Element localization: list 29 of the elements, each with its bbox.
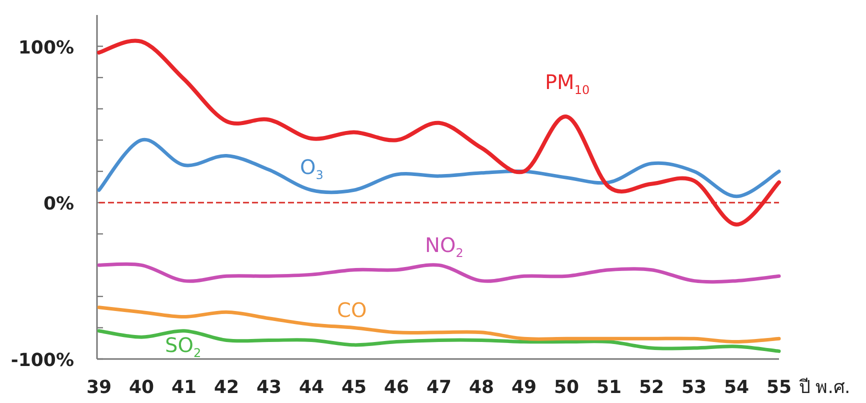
x-tick-label: 52 (638, 377, 664, 398)
x-tick-label: 41 (171, 377, 197, 398)
line-series (97, 262, 781, 284)
x-tick-label: 54 (724, 377, 750, 398)
x-tick-label: 53 (681, 377, 707, 398)
x-tick-label: 49 (511, 377, 537, 398)
series-label: CO (337, 298, 367, 322)
series-label: PM$_{10}$ (545, 70, 590, 98)
y-tick-label: -100% (10, 350, 74, 371)
x-tick-label: 47 (426, 377, 452, 398)
x-tick-label: 43 (256, 377, 282, 398)
x-tick-label: 46 (384, 377, 410, 398)
x-tick-label: 51 (596, 377, 622, 398)
x-axis-title: ปี พ.ศ. (799, 377, 850, 398)
x-tick-label: 44 (298, 377, 324, 398)
line-series (97, 38, 781, 227)
x-tick-label: 40 (128, 377, 154, 398)
x-tick-label: 55 (766, 377, 792, 398)
series-label: SO$_{2}$ (165, 333, 202, 360)
y-tick-label: 100% (18, 37, 74, 58)
series-label: O$_{3}$ (300, 155, 324, 182)
x-tick-label: 45 (341, 377, 367, 398)
x-tick-label: 39 (86, 377, 112, 398)
x-tick-label: 42 (214, 377, 240, 398)
x-tick-label: 48 (468, 377, 494, 398)
x-tick-label: 50 (554, 377, 580, 398)
line-series (97, 138, 781, 198)
y-tick-label: 0% (43, 194, 74, 215)
series-label: NO$_{2}$ (425, 233, 464, 260)
